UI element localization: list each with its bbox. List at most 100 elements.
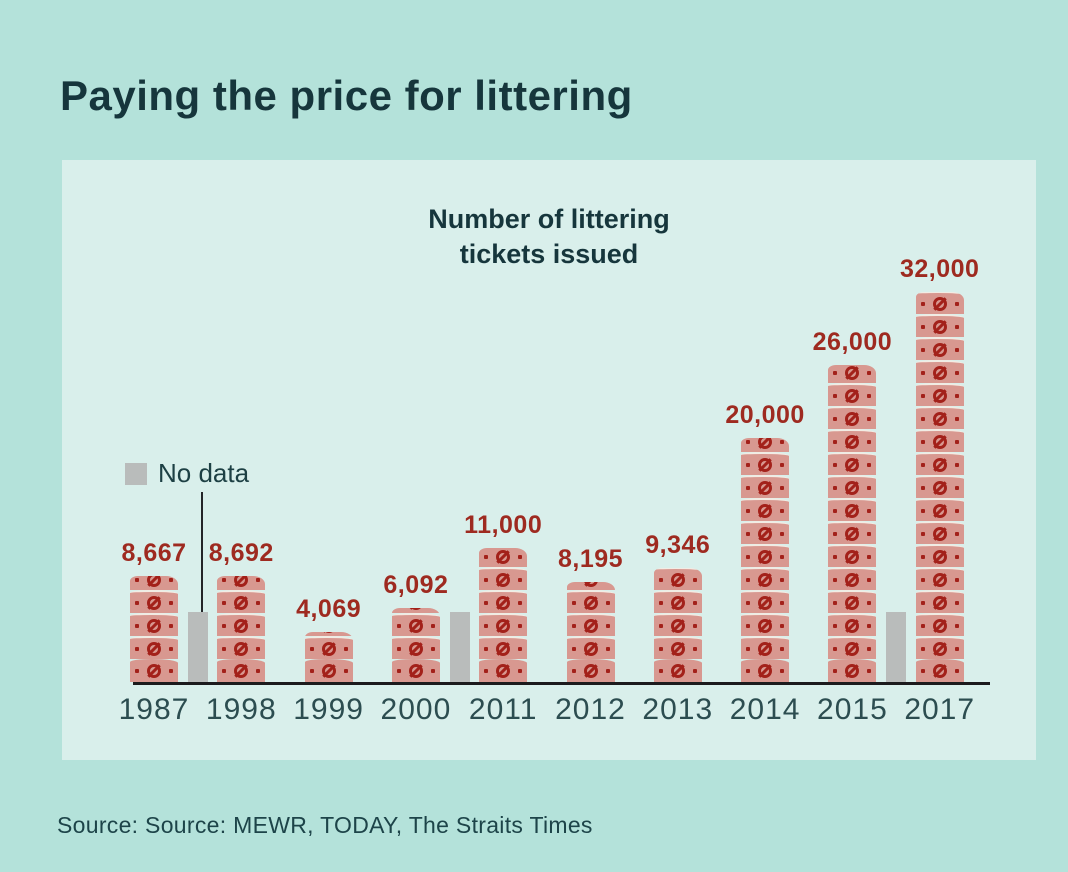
dot-icon xyxy=(746,646,751,651)
value-label-1987: 8,667 xyxy=(121,539,187,567)
dot-icon xyxy=(954,668,959,673)
dot-icon xyxy=(920,324,925,329)
dot-icon xyxy=(954,324,959,329)
dot-icon xyxy=(169,623,173,628)
dot-icon xyxy=(605,600,610,605)
no-littering-icon xyxy=(496,595,511,610)
no-littering-icon xyxy=(845,641,860,656)
dot-icon xyxy=(605,646,610,651)
dot-icon xyxy=(780,646,785,651)
legend: No data xyxy=(125,458,249,489)
value-label-2013: 9,346 xyxy=(645,531,711,559)
ticket-segment xyxy=(741,438,790,452)
dot-icon xyxy=(343,668,348,673)
dot-icon xyxy=(222,577,227,582)
chart-title-line-2: tickets issued xyxy=(459,239,639,270)
no-data-bar xyxy=(449,612,470,682)
dot-icon xyxy=(833,577,838,582)
no-littering-icon xyxy=(758,503,773,518)
dot-icon xyxy=(746,668,751,673)
dot-icon xyxy=(135,623,139,628)
ticket-segment xyxy=(479,548,528,567)
dot-icon xyxy=(135,577,139,582)
dot-icon xyxy=(920,485,925,490)
ticket-segment xyxy=(741,613,790,636)
no-littering-icon xyxy=(234,663,249,678)
no-littering-icon xyxy=(932,296,947,311)
ticket-segment xyxy=(915,314,964,337)
ticket-segment xyxy=(741,521,790,544)
dot-icon xyxy=(605,623,610,628)
dot-icon xyxy=(833,623,838,628)
ticket-segment xyxy=(828,636,877,659)
dot-icon xyxy=(867,668,872,673)
dot-icon xyxy=(571,668,576,673)
dot-icon xyxy=(256,577,261,582)
dot-icon xyxy=(833,600,838,605)
ticket-segment xyxy=(653,590,702,613)
dot-icon xyxy=(746,600,751,605)
dot-icon xyxy=(222,623,227,628)
dot-icon xyxy=(954,554,959,559)
ticket-segment xyxy=(828,452,877,475)
dot-icon xyxy=(954,577,959,582)
no-littering-icon xyxy=(670,572,685,587)
dot-icon xyxy=(780,439,785,444)
dot-icon xyxy=(780,531,785,536)
chart-title: Number of littering tickets issued xyxy=(62,202,1036,272)
ticket-segment xyxy=(566,659,615,682)
dot-icon xyxy=(867,393,872,398)
ticket-segment xyxy=(828,383,877,406)
ticket-segment xyxy=(304,659,353,682)
dot-icon xyxy=(867,600,872,605)
no-littering-icon xyxy=(932,663,947,678)
ticket-segment xyxy=(828,406,877,429)
dot-icon xyxy=(746,485,751,490)
dot-icon xyxy=(309,668,314,673)
no-littering-icon xyxy=(234,595,249,610)
dot-icon xyxy=(954,646,959,651)
ticket-segment xyxy=(479,567,528,590)
ticket-segment xyxy=(741,498,790,521)
dot-icon xyxy=(430,623,435,628)
ticket-segment xyxy=(741,567,790,590)
ticket-segment xyxy=(828,521,877,544)
dot-icon xyxy=(920,393,925,398)
ticket-segment xyxy=(828,659,877,682)
ticket-segment xyxy=(566,582,615,590)
no-littering-icon xyxy=(408,608,423,610)
dot-icon xyxy=(222,668,227,673)
dot-icon xyxy=(746,623,751,628)
ticket-segment xyxy=(479,613,528,636)
dot-icon xyxy=(135,646,139,651)
ticket-segment xyxy=(915,498,964,521)
dot-icon xyxy=(954,600,959,605)
ticket-segment xyxy=(915,292,964,314)
ticket-segment xyxy=(304,636,353,659)
source-attribution: Source: Source: MEWR, TODAY, The Straits… xyxy=(57,812,593,838)
ticket-segment xyxy=(915,406,964,429)
no-littering-icon xyxy=(583,595,598,610)
dot-icon xyxy=(780,462,785,467)
dot-icon xyxy=(256,600,261,605)
no-littering-icon xyxy=(845,572,860,587)
no-littering-icon xyxy=(758,641,773,656)
no-littering-icon xyxy=(147,663,161,678)
dot-icon xyxy=(135,668,139,673)
ticket-segment xyxy=(741,475,790,498)
dot-icon xyxy=(920,301,925,306)
no-littering-icon xyxy=(932,549,947,564)
dot-icon xyxy=(920,554,925,559)
x-axis-line xyxy=(133,682,990,685)
dot-icon xyxy=(396,668,401,673)
no-littering-icon xyxy=(670,663,685,678)
no-littering-icon xyxy=(758,438,773,449)
dot-icon xyxy=(867,370,872,375)
no-littering-icon xyxy=(932,641,947,656)
ticket-segment xyxy=(217,590,266,613)
ticket-segment xyxy=(915,544,964,567)
ticket-segment xyxy=(741,590,790,613)
dot-icon xyxy=(484,577,489,582)
ticket-segment xyxy=(915,521,964,544)
x-tick-label-1998: 1998 xyxy=(205,693,277,726)
